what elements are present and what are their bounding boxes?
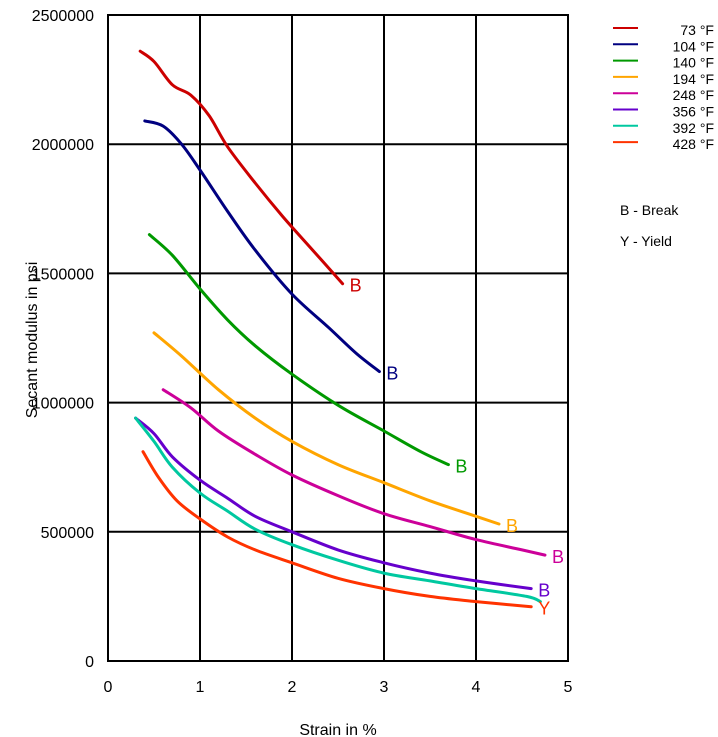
legend-label: 73 °F [680,22,714,38]
series-end-label: B [552,547,564,567]
y-tick-label: 1000000 [32,396,94,413]
series-end-label: B [386,364,398,384]
y-tick-label: 2000000 [32,137,94,154]
legend-note: B - Break [620,202,679,218]
legend-notes: B - Break Y - Yield [620,202,679,249]
series-lines [134,49,547,609]
series-end-label: Y [538,599,550,619]
plot-frame [107,14,569,662]
series-end-label: B [506,516,518,536]
legend-label: 428 °F [673,136,714,152]
series-line-1 [138,49,345,286]
x-axis-label: Strain in % [299,722,376,737]
series-line-8 [141,450,533,609]
legend-label: 356 °F [673,104,714,120]
y-tick-label: 1500000 [32,266,94,283]
series-end-label: B [350,276,362,296]
series-end-label: B [455,457,467,477]
x-tick-label: 4 [472,679,481,696]
y-tick-label: 0 [85,654,94,671]
legend-label: 104 °F [673,38,714,54]
tick-labels: 0 1 2 3 4 5 0 500000 1000000 1500000 2000000 250000… [32,8,573,696]
series-line-5 [161,388,547,557]
legend-label: 140 °F [673,55,714,71]
series-line-3 [147,233,450,467]
series-line-2 [143,119,381,374]
x-tick-label: 2 [288,679,297,696]
series-end-label: B [538,581,550,601]
legend-label: 194 °F [673,71,714,87]
legend-label: 392 °F [673,120,714,136]
series-line-4 [152,331,501,526]
x-tick-label: 3 [380,679,389,696]
series-line-7 [134,416,542,604]
y-axis-label: Secant modulus in psi [24,262,41,419]
y-tick-label: 500000 [41,525,94,542]
legend-note: Y - Yield [620,233,672,249]
y-tick-label: 2500000 [32,8,94,25]
x-tick-label: 1 [196,679,205,696]
legend-label: 248 °F [673,87,714,103]
x-tick-label: 5 [564,679,573,696]
series-line-6 [134,416,533,591]
x-tick-label: 0 [104,679,113,696]
